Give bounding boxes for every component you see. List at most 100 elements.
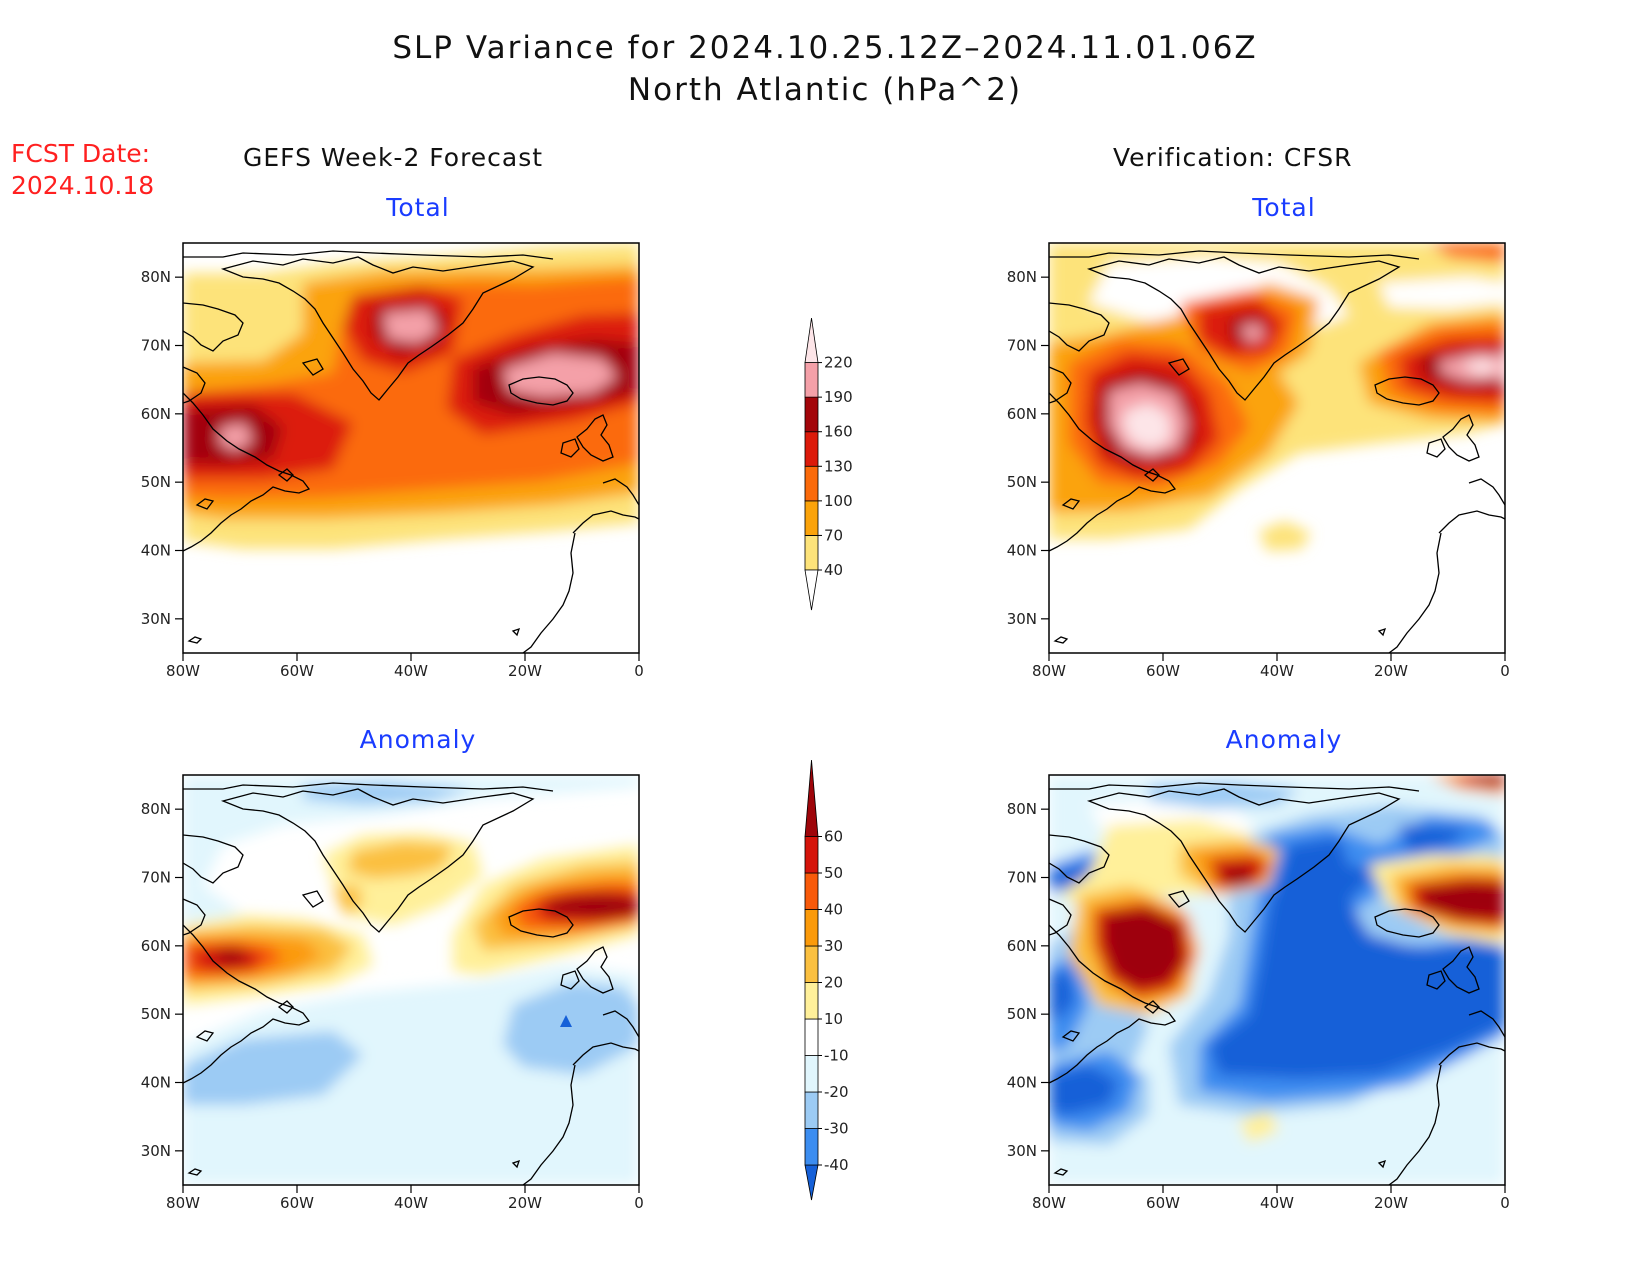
verification-total-lon-label: 80W — [1032, 662, 1066, 680]
forecast-total-subtitle: Total — [386, 193, 450, 222]
total-colorbar-swatch — [804, 431, 819, 467]
forecast-total-map — [183, 243, 639, 653]
forecast-total-shading — [183, 243, 639, 549]
total-colorbar-label: 40 — [824, 561, 843, 579]
forecast-anomaly-lon-label: 60W — [280, 1194, 314, 1212]
anomaly-colorbar-label: -10 — [824, 1047, 849, 1065]
total-colorbar-swatch — [804, 317, 819, 363]
verification-anomaly-lat-label: 40N — [1007, 1074, 1037, 1092]
forecast-total-lat-label: 60N — [141, 405, 171, 423]
forecast-anomaly-map — [183, 775, 639, 1185]
forecast-anomaly-lon-label: 40W — [394, 1194, 428, 1212]
verification-anomaly-lat-label: 80N — [1007, 800, 1037, 818]
anomaly-colorbar-swatch — [804, 982, 819, 1020]
forecast-anomaly-lon-label: 80W — [166, 1194, 200, 1212]
verification-total-lat-label: 30N — [1007, 610, 1037, 628]
anomaly-colorbar-swatch — [804, 1055, 819, 1093]
total-colorbar-under — [804, 569, 819, 611]
forecast-anomaly-lat-label: 60N — [141, 937, 171, 955]
total-colorbar-label: 70 — [824, 526, 843, 544]
verification-anomaly-lat-label: 70N — [1007, 869, 1037, 887]
verification-total-lat-label: 50N — [1007, 473, 1037, 491]
forecast-total-lon-label: 40W — [394, 662, 428, 680]
forecast-total-lat-label: 40N — [141, 542, 171, 560]
verification-anomaly-lat-label: 30N — [1007, 1142, 1037, 1160]
verification-anomaly-map — [1049, 775, 1505, 1185]
verification-total-lon-label: 0 — [1500, 662, 1510, 680]
anomaly-colorbar-swatch — [804, 1164, 819, 1201]
anomaly-colorbar-swatch — [804, 1128, 819, 1166]
total-colorbar-label: 130 — [824, 457, 853, 475]
verification-anomaly-lat-label: 50N — [1007, 1005, 1037, 1023]
verification-total-lon-label: 40W — [1260, 662, 1294, 680]
anomaly-colorbar: -40 -30 -20 -10 10 20 30 40 50 60 — [804, 759, 849, 1201]
total-colorbar-label: 220 — [824, 354, 853, 372]
main-title: SLP Variance for 2024.10.25.12Z–2024.11.… — [392, 30, 1258, 66]
anomaly-colorbar-swatch — [804, 945, 819, 983]
total-colorbar-label: 160 — [824, 423, 853, 441]
forecast-anomaly-lat-label: 30N — [141, 1142, 171, 1160]
total-colorbar: 40 70 100 130 160 190 220 — [804, 317, 853, 611]
anomaly-colorbar-swatch — [804, 1018, 819, 1056]
forecast-anomaly-min-marker — [560, 1015, 572, 1027]
verification-anomaly-shading — [1049, 775, 1505, 1185]
verification-total-lon-label: 20W — [1374, 662, 1408, 680]
forecast-total-lat-label: 70N — [141, 337, 171, 355]
left-column-title: GEFS Week-2 Forecast — [243, 143, 544, 172]
forecast-total-lon-label: 0 — [634, 662, 644, 680]
main-subtitle: North Atlantic (hPa^2) — [627, 72, 1023, 108]
forecast-anomaly-shading — [183, 775, 639, 1185]
forecast-total-lat-label: 80N — [141, 268, 171, 286]
verification-anomaly-lon-label: 20W — [1374, 1194, 1408, 1212]
anomaly-colorbar-label: 50 — [824, 864, 843, 882]
right-column-title: Verification: CFSR — [1113, 143, 1353, 172]
forecast-anomaly-lon-label: 20W — [508, 1194, 542, 1212]
forecast-total-lon-label: 20W — [508, 662, 542, 680]
forecast-anomaly-lon-label: 0 — [634, 1194, 644, 1212]
verification-anomaly-lat-label: 60N — [1007, 937, 1037, 955]
anomaly-colorbar-label: 60 — [824, 828, 843, 846]
total-colorbar-swatch — [804, 465, 819, 502]
forecast-date-block: FCST Date: 2024.10.18 — [11, 138, 154, 202]
verification-anomaly-lon-label: 0 — [1500, 1194, 1510, 1212]
anomaly-colorbar-swatch — [804, 872, 819, 910]
forecast-anomaly-lat-label: 50N — [141, 1005, 171, 1023]
anomaly-colorbar-label: -20 — [824, 1083, 849, 1101]
anomaly-colorbar-swatch — [804, 909, 819, 947]
forecast-anomaly-lat-label: 70N — [141, 869, 171, 887]
verification-anomaly-lon-label: 80W — [1032, 1194, 1066, 1212]
anomaly-colorbar-label: -40 — [824, 1156, 849, 1174]
verification-anomaly-lon-label: 40W — [1260, 1194, 1294, 1212]
total-colorbar-swatch — [804, 535, 819, 571]
verification-anomaly-subtitle: Anomaly — [1225, 725, 1343, 754]
verification-total-lat-label: 60N — [1007, 405, 1037, 423]
forecast-total-lon-label: 60W — [280, 662, 314, 680]
axes-layer: 80N 70N 60N 50N 40N 30N 80W 60W 40W 20W 0 80N 70N 60N… — [141, 268, 1510, 1212]
anomaly-colorbar-label: 40 — [824, 901, 843, 919]
forecast-anomaly-lat-label: 40N — [141, 1074, 171, 1092]
total-colorbar-swatch — [804, 362, 819, 398]
verification-anomaly-lon-label: 60W — [1146, 1194, 1180, 1212]
forecast-date-label: FCST Date: — [11, 139, 151, 168]
forecast-total-lon-label: 80W — [166, 662, 200, 680]
verification-total-lat-label: 40N — [1007, 542, 1037, 560]
anomaly-colorbar-swatch — [804, 1091, 819, 1129]
anomaly-colorbar-label: 10 — [824, 1010, 843, 1028]
anomaly-colorbar-swatch — [804, 759, 819, 837]
forecast-total-lat-label: 30N — [141, 610, 171, 628]
forecast-anomaly-lat-label: 80N — [141, 800, 171, 818]
verification-total-subtitle: Total — [1252, 193, 1316, 222]
verification-total-lon-label: 60W — [1146, 662, 1180, 680]
anomaly-colorbar-label: 30 — [824, 937, 843, 955]
verification-total-lat-label: 80N — [1007, 268, 1037, 286]
forecast-date-value: 2024.10.18 — [11, 171, 155, 200]
total-colorbar-swatch — [804, 396, 819, 433]
anomaly-colorbar-swatch — [804, 836, 819, 874]
forecast-anomaly-subtitle: Anomaly — [359, 725, 477, 754]
forecast-total-lat-label: 50N — [141, 473, 171, 491]
total-colorbar-swatch — [804, 500, 819, 536]
anomaly-colorbar-label: -30 — [824, 1120, 849, 1138]
total-colorbar-label: 100 — [824, 492, 853, 510]
verification-total-map — [1049, 243, 1505, 653]
